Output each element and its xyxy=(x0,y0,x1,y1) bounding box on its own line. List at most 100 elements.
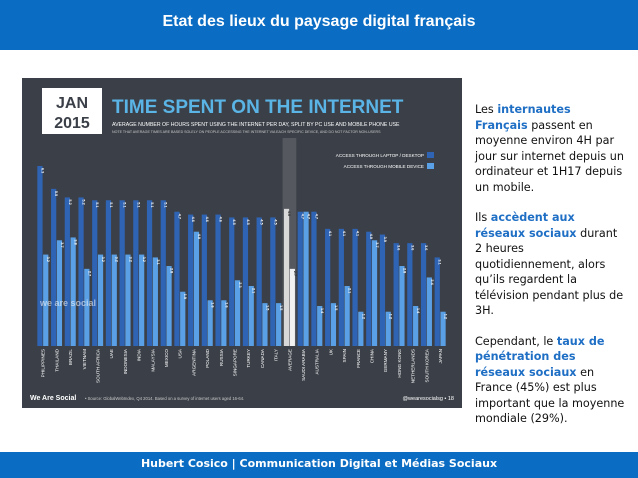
bar-laptop-uae xyxy=(105,200,112,346)
value-label-laptop-canada: 4.5 xyxy=(260,219,264,224)
bar-laptop-malaysia xyxy=(146,200,153,346)
category-label-uk: UK xyxy=(328,348,333,355)
bar-laptop-russia xyxy=(215,214,221,346)
value-label-laptop-poland: 4.6 xyxy=(205,217,209,222)
slide-footer-brand: We Are Social xyxy=(30,395,76,402)
category-label-germany: GERMANY xyxy=(383,349,388,372)
category-label-saudi-arabia: SAUDI ARABIA xyxy=(301,348,306,381)
value-label-laptop-saudi-arabia: 4.7 xyxy=(301,214,305,219)
value-label-mobile-china: 3.7 xyxy=(375,242,379,247)
legend-label-mobile: ACCESS THROUGH MOBILE DEVICE xyxy=(344,164,424,169)
value-label-mobile-south-korea: 2.4 xyxy=(430,279,434,285)
bar-mobile-germany xyxy=(385,311,391,346)
value-label-laptop-japan: 3.1 xyxy=(438,259,442,264)
category-label-france: FRANCE xyxy=(356,349,361,368)
category-label-malaysia: MALAYSIA xyxy=(150,348,155,372)
value-label-mobile-thailand: 3.7 xyxy=(60,242,64,247)
bar-laptop-singapore xyxy=(229,217,235,346)
value-label-laptop-china: 4.0 xyxy=(369,234,373,239)
bar-laptop-india xyxy=(133,200,139,346)
bar-mobile-uk xyxy=(330,303,337,346)
category-label-mexico: MEXICO xyxy=(164,349,169,368)
category-label-japan: JAPAN xyxy=(438,349,443,363)
p2-highlight: accèdent aux réseaux sociaux xyxy=(475,211,577,240)
value-label-laptop-france: 4.1 xyxy=(355,231,359,236)
value-label-laptop-usa: 4.7 xyxy=(177,214,181,219)
bar-mobile-spain xyxy=(344,286,350,346)
category-label-uae: UAE xyxy=(109,349,114,358)
bar-laptop-hong-kong xyxy=(393,243,399,346)
bar-laptop-south-korea xyxy=(420,243,427,346)
value-label-laptop-singapore: 4.5 xyxy=(232,219,236,224)
bar-laptop-netherlands xyxy=(407,243,413,346)
bar-mobile-usa xyxy=(180,291,186,346)
bar-mobile-uae xyxy=(111,254,117,346)
p2-text-b: durant 2 heures quotidiennement, alors q… xyxy=(475,226,624,318)
value-label-mobile-south-africa: 3.2 xyxy=(101,257,105,262)
bar-mobile-france xyxy=(358,311,364,346)
bar-laptop-argentina xyxy=(188,214,194,346)
value-label-laptop-uae: 5.1 xyxy=(109,202,113,207)
chart-title: TIME SPENT ON THE INTERNET xyxy=(112,97,404,118)
category-label-india: INDIA xyxy=(137,348,142,361)
chart-note: NOTE THAT AVERAGE TIMES ARE BASED SOLELY… xyxy=(112,130,381,134)
value-label-laptop-hong-kong: 3.6 xyxy=(397,245,401,250)
value-label-mobile-netherlands: 1.4 xyxy=(416,308,420,314)
bar-laptop-thailand xyxy=(51,188,57,346)
category-label-spain: SPAIN xyxy=(342,349,347,362)
value-label-mobile-uk: 1.5 xyxy=(334,305,338,310)
bar-mobile-argentina xyxy=(193,231,200,346)
value-label-mobile-singapore: 2.3 xyxy=(238,282,242,287)
bar-laptop-usa xyxy=(174,211,180,346)
bar-laptop-mexico xyxy=(160,200,166,346)
value-label-mobile-average: 2.7 xyxy=(293,271,297,276)
header-bar: Etat des lieux du paysage digital frança… xyxy=(0,0,638,50)
value-label-mobile-india: 3.2 xyxy=(142,257,146,262)
bar-laptop-indonesia xyxy=(119,200,125,346)
value-label-mobile-spain: 2.1 xyxy=(348,288,352,293)
value-label-mobile-mexico: 2.8 xyxy=(169,268,173,273)
value-label-mobile-germany: 1.2 xyxy=(389,314,393,319)
footer-text: Hubert Cosico | Communication Digital et… xyxy=(140,457,498,470)
category-label-brazil: BRAZIL xyxy=(68,349,73,366)
bar-mobile-thailand xyxy=(56,240,63,346)
value-label-laptop-mexico: 5.1 xyxy=(164,202,168,207)
date-badge xyxy=(42,88,102,134)
value-label-laptop-argentina: 4.6 xyxy=(191,217,195,222)
date-year: 2015 xyxy=(54,115,90,132)
p3-text-b: en France (45%) est plus important que l… xyxy=(475,365,625,426)
value-label-laptop-vietnam: 5.2 xyxy=(81,199,85,204)
paragraph-1: Les internautes Français passent en moye… xyxy=(475,102,625,195)
slide-footer-handle: @wearesocialsg • 18 xyxy=(402,396,454,402)
footer-bar: Hubert Cosico | Communication Digital et… xyxy=(0,452,638,478)
category-label-south-africa: SOUTH AFRICA xyxy=(95,348,100,383)
bar-laptop-vietnam xyxy=(78,197,84,346)
p1-text-b: passent en moyenne environ 4H par jour s… xyxy=(475,118,624,194)
bar-mobile-indonesia xyxy=(125,254,131,346)
value-label-laptop-south-korea: 3.6 xyxy=(424,245,428,250)
category-label-russia: RUSSIA xyxy=(219,348,224,366)
value-label-laptop-brazil: 5.2 xyxy=(68,199,72,204)
paragraph-2: Ils accèdent aux réseaux sociaux durant … xyxy=(475,210,625,319)
bar-mobile-italy xyxy=(276,303,282,346)
category-label-argentina: ARGENTINA xyxy=(191,348,196,376)
commentary-text: Les internautes Français passent en moye… xyxy=(475,102,625,442)
bar-mobile-saudi-arabia xyxy=(303,211,309,346)
p2-text-a: Ils xyxy=(475,211,491,224)
bar-mobile-mexico xyxy=(166,266,172,346)
slide-source: • Source: GlobalWebIndex, Q4 2014. Based… xyxy=(85,396,244,401)
date-month: JAN xyxy=(56,95,88,112)
value-label-mobile-italy: 1.5 xyxy=(279,305,283,310)
value-label-mobile-malaysia: 3.1 xyxy=(156,259,160,264)
legend-swatch-mobile xyxy=(427,163,434,169)
value-label-mobile-hong-kong: 2.8 xyxy=(402,268,406,273)
value-label-laptop-philippines: 6.3 xyxy=(40,168,44,173)
value-label-mobile-japan: 1.2 xyxy=(443,314,447,319)
bar-mobile-canada xyxy=(262,303,268,346)
bar-laptop-france xyxy=(352,228,358,346)
bar-mobile-average xyxy=(289,268,295,346)
bar-laptop-uk xyxy=(325,228,331,346)
bar-mobile-japan xyxy=(440,311,446,346)
bar-laptop-average xyxy=(283,208,290,346)
value-label-mobile-saudi-arabia: 4.7 xyxy=(306,214,310,219)
